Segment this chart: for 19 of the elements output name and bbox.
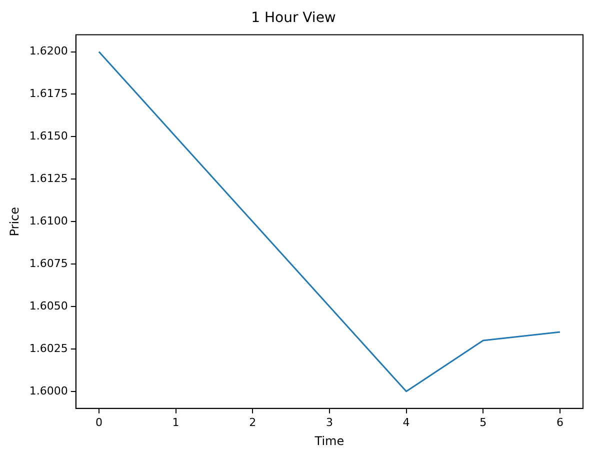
x-tick-label: 4 [402,416,410,429]
y-tick-label: 1.6050 [29,299,68,312]
y-tick-label: 1.6025 [29,342,68,355]
y-tick-label: 1.6175 [29,87,68,100]
y-tick-label: 1.6000 [29,384,68,398]
chart-title: 1 Hour View [251,10,336,26]
y-tick-label: 1.6150 [29,130,68,143]
y-tick-label: 1.6075 [29,256,68,270]
y-tick-label: 1.6200 [29,44,68,58]
y-tick-label: 1.6125 [29,172,68,186]
x-tick-label: 3 [326,416,333,429]
y-tick-label: 1.6100 [29,214,68,228]
y-axis-title: Price [7,206,22,236]
x-axis-title: Time [314,434,344,448]
x-tick-label: 1 [172,416,180,429]
x-tick-label: 5 [480,416,487,429]
x-tick-label: 6 [556,416,564,429]
x-tick-label: 0 [95,416,102,429]
x-tick-label: 2 [249,416,256,429]
